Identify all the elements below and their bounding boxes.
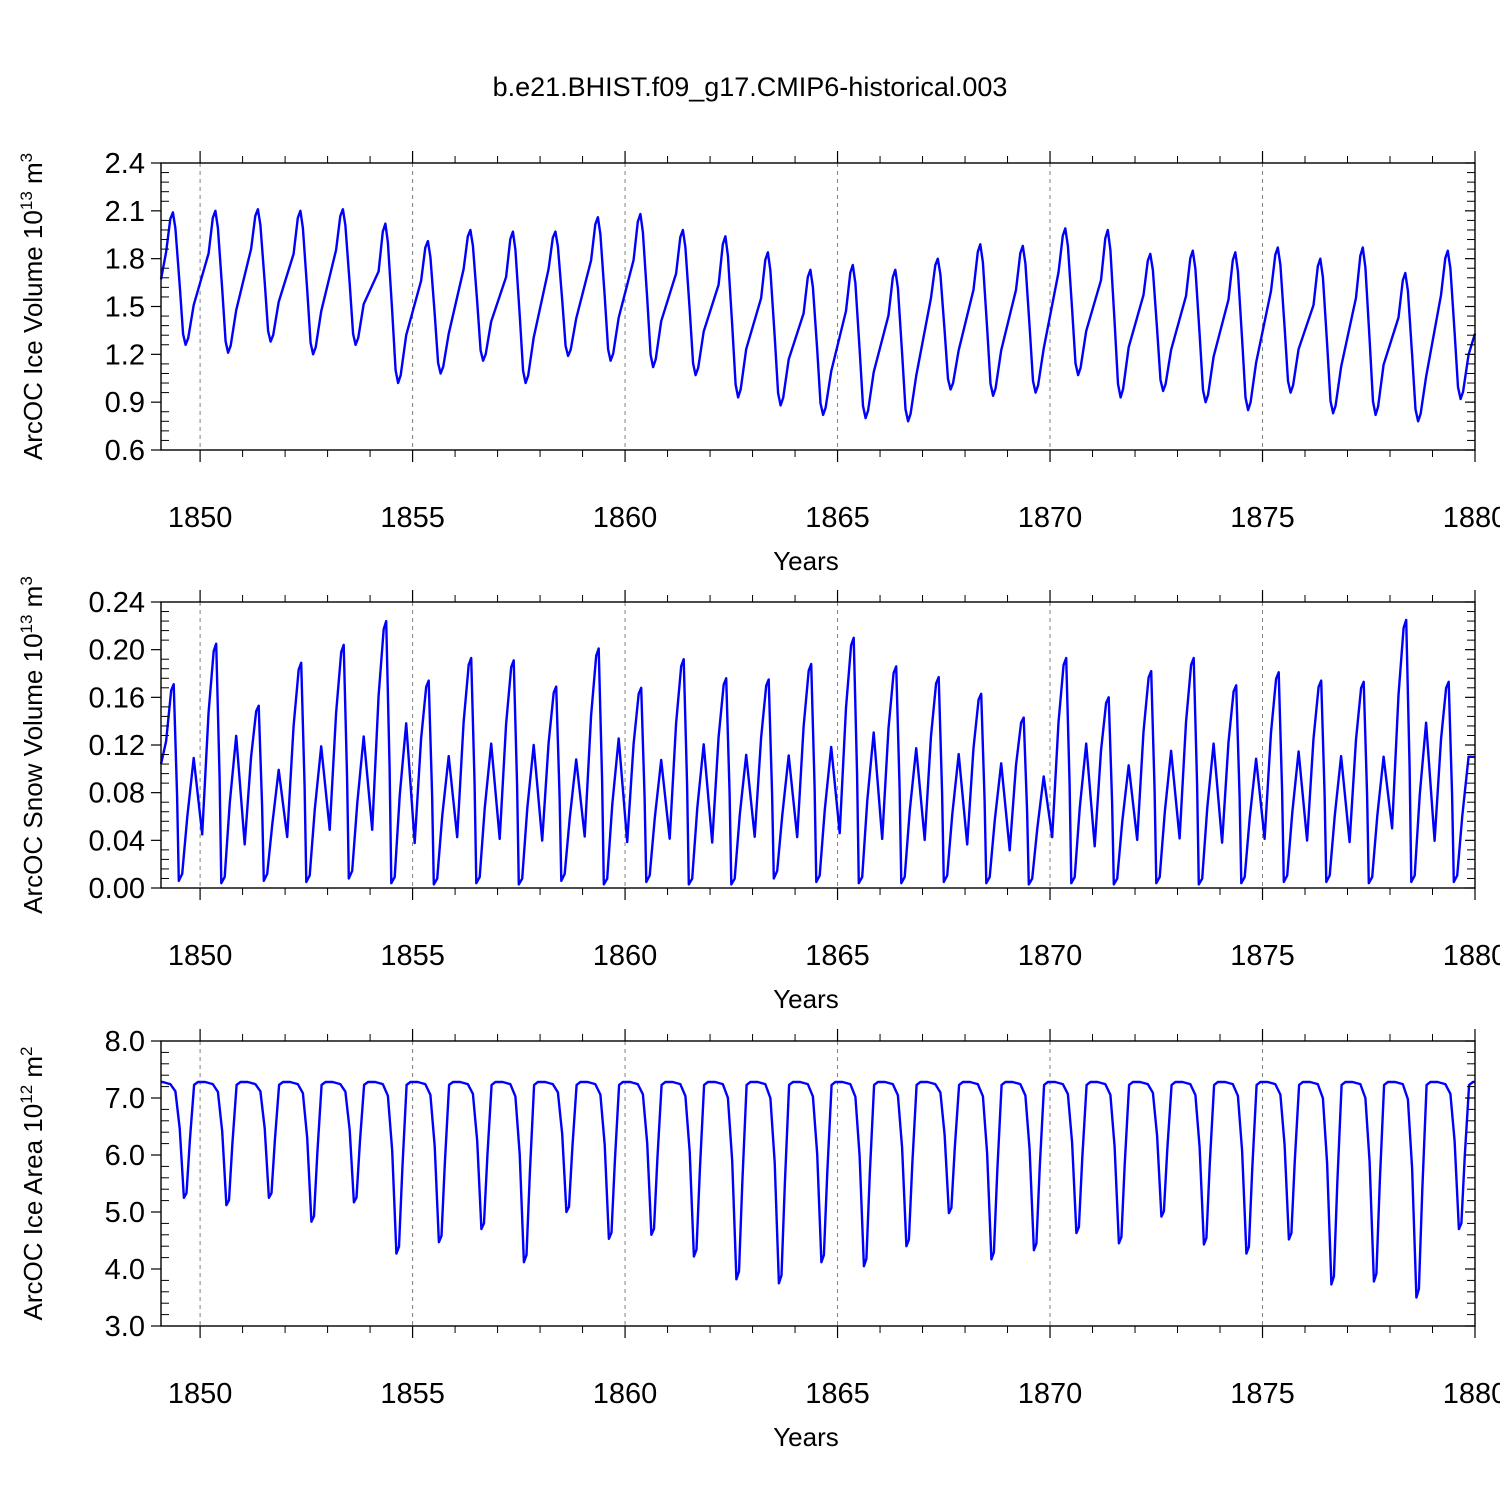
y-tick-label: 0.12 <box>89 730 145 762</box>
x-axis-label: Years <box>773 1422 839 1452</box>
y-tick-label: 0.6 <box>105 435 145 467</box>
y-tick-label: 0.24 <box>89 587 145 619</box>
y-tick-label: 4.0 <box>105 1254 145 1286</box>
y-tick-label: 0.9 <box>105 387 145 419</box>
x-tick-label: 1865 <box>805 1378 870 1410</box>
y-tick-label: 0.04 <box>89 825 145 857</box>
y-tick-label: 0.20 <box>89 635 145 667</box>
y-tick-label: 1.8 <box>105 244 145 276</box>
panel-ice-volume: 0.6 0.9 1.2 1.5 1.8 2.1 2.4 1850 1855 1860 1865 187… <box>17 148 1500 576</box>
y-tick-label: 0.00 <box>89 873 145 905</box>
panels: 0.6 0.9 1.2 1.5 1.8 2.1 2.4 1850 1855 1860 1865 187… <box>17 148 1500 1452</box>
y-axis-label: ArcOC Snow Volume 1013 m3 <box>17 576 48 914</box>
y-tick-label: 8.0 <box>105 1026 145 1058</box>
x-tick-label: 1880 <box>1443 940 1500 972</box>
x-axis-label: Years <box>773 984 839 1014</box>
plot-frame <box>160 601 1476 889</box>
x-tick-label: 1870 <box>1018 1378 1083 1410</box>
y-axis-label: ArcOC Ice Volume 1013 m3 <box>17 153 48 460</box>
plot-frame <box>160 1040 1476 1327</box>
x-tick-label: 1860 <box>593 1378 658 1410</box>
x-tick-label: 1870 <box>1018 940 1083 972</box>
panel-ice-area: 3.0 4.0 5.0 6.0 7.0 8.0 1850 1855 1860 1865 1870 18… <box>17 1026 1500 1452</box>
x-tick-label: 1870 <box>1018 502 1083 534</box>
x-tick-label: 1850 <box>168 1378 233 1410</box>
x-tick-label: 1880 <box>1443 502 1500 534</box>
x-tick-label: 1865 <box>805 940 870 972</box>
x-tick-label: 1860 <box>593 502 658 534</box>
x-tick-label: 1860 <box>593 940 658 972</box>
y-tick-label: 2.1 <box>105 196 145 228</box>
x-tick-label: 1850 <box>168 502 233 534</box>
y-tick-label: 0.08 <box>89 778 145 810</box>
x-tick-label: 1875 <box>1230 1378 1295 1410</box>
y-tick-label: 3.0 <box>105 1311 145 1343</box>
x-tick-label: 1865 <box>805 502 870 534</box>
y-tick-label: 5.0 <box>105 1197 145 1229</box>
x-tick-label: 1875 <box>1230 940 1295 972</box>
x-tick-label: 1850 <box>168 940 233 972</box>
y-tick-label: 1.5 <box>105 292 145 324</box>
x-tick-label: 1880 <box>1443 1378 1500 1410</box>
x-tick-label: 1855 <box>380 1378 445 1410</box>
series-line-ice-area <box>161 1080 1475 1299</box>
y-tick-label: 1.2 <box>105 339 145 371</box>
x-tick-label: 1875 <box>1230 502 1295 534</box>
panel-snow-volume: 0.00 0.04 0.08 0.12 0.16 0.20 0.24 1850 1855 1860… <box>17 576 1500 1014</box>
series-line-snow-volume <box>159 618 1476 886</box>
x-axis-label: Years <box>773 546 839 576</box>
series-line-ice-volume <box>159 208 1477 423</box>
y-tick-label: 6.0 <box>105 1140 145 1172</box>
y-tick-label: 0.16 <box>89 682 145 714</box>
y-tick-label: 2.4 <box>105 148 145 180</box>
y-axis-label: ArcOC Ice Area 1012 m2 <box>17 1046 48 1320</box>
x-tick-label: 1855 <box>380 502 445 534</box>
y-tick-label: 7.0 <box>105 1083 145 1115</box>
plot-frame <box>160 162 1476 451</box>
x-tick-label: 1855 <box>380 940 445 972</box>
figure-title: b.e21.BHIST.f09_g17.CMIP6-historical.003 <box>493 72 1008 102</box>
